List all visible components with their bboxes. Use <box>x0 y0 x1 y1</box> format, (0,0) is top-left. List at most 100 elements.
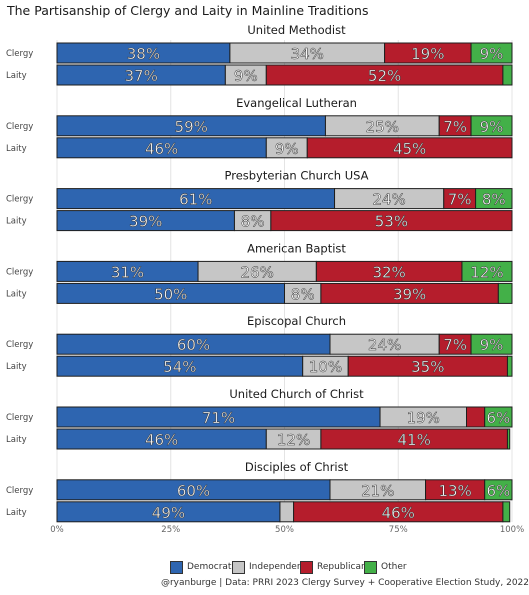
group-title: Episcopal Church <box>247 314 346 328</box>
legend-swatch <box>170 560 183 574</box>
x-tick-label: 50% <box>275 525 294 535</box>
data-label: 9% <box>480 45 504 63</box>
x-tick-label: 0% <box>50 525 64 535</box>
data-label: 25% <box>366 118 399 136</box>
data-label: 13% <box>438 482 471 500</box>
bar-segment-other <box>484 479 513 501</box>
bar-segment-other <box>475 188 513 210</box>
x-tick-label: 25% <box>161 525 180 535</box>
row-label: Laity <box>6 71 27 81</box>
legend-swatch <box>232 560 245 574</box>
data-label: 32% <box>372 263 405 281</box>
data-label: 39% <box>393 285 426 303</box>
bar-segment-independent <box>279 501 295 523</box>
bar-segment-other <box>506 428 511 450</box>
data-label: 9% <box>234 67 258 85</box>
data-label: 24% <box>368 336 401 354</box>
legend-item-democrat: Democrat <box>170 560 231 574</box>
data-label: 41% <box>398 431 431 449</box>
group-title: Evangelical Lutheran <box>236 96 357 110</box>
legend-label: Democrat <box>187 562 232 572</box>
data-label: 60% <box>177 482 210 500</box>
legend-swatch <box>300 560 313 574</box>
bar-segment-republican <box>306 137 513 159</box>
data-label: 8% <box>482 191 506 209</box>
data-label: 19% <box>411 45 444 63</box>
data-label: 21% <box>361 482 394 500</box>
data-label: 53% <box>375 213 408 231</box>
data-label: 49% <box>152 504 185 522</box>
data-label: 35% <box>411 358 444 376</box>
data-label: 50% <box>154 285 187 303</box>
bar-segment-other <box>497 282 513 304</box>
x-tick-label: 100% <box>500 525 524 535</box>
legend-item-republican: Republican <box>300 560 367 574</box>
row-label: Laity <box>6 144 27 154</box>
data-label: 46% <box>145 140 178 158</box>
row-label: Clergy <box>6 486 33 496</box>
legend: Democrat Independent Republican Other <box>0 560 529 574</box>
data-label: 7% <box>448 191 472 209</box>
data-label: 34% <box>291 45 324 63</box>
data-label: 37% <box>125 67 158 85</box>
data-label: 9% <box>480 118 504 136</box>
bar-segment-republican <box>466 406 486 428</box>
data-label: 46% <box>145 431 178 449</box>
data-label: 26% <box>241 263 274 281</box>
row-label: Laity <box>6 435 27 445</box>
row-label: Laity <box>6 362 27 372</box>
data-label: 52% <box>368 67 401 85</box>
data-label: 6% <box>486 482 510 500</box>
data-label: 12% <box>470 263 503 281</box>
data-label: 7% <box>443 336 467 354</box>
data-label: 6% <box>486 409 510 427</box>
legend-item-independent: Independent <box>232 560 306 574</box>
data-label: 19% <box>407 409 440 427</box>
data-label: 31% <box>111 263 144 281</box>
row-label: Clergy <box>6 49 33 59</box>
legend-label: Independent <box>249 562 307 572</box>
bar-segment-other <box>470 333 513 355</box>
data-label: 8% <box>241 213 265 231</box>
data-label: 24% <box>372 191 405 209</box>
bar-segment-other <box>502 64 513 86</box>
row-label: Clergy <box>6 340 33 350</box>
legend-label: Republican <box>317 562 367 572</box>
bar-segment-other <box>470 115 513 137</box>
legend-label: Other <box>381 562 407 572</box>
bar-segment-republican <box>270 210 513 232</box>
data-label: 38% <box>127 45 160 63</box>
data-label: 60% <box>177 336 210 354</box>
bar-segment-other <box>470 42 513 64</box>
group-title: American Baptist <box>247 241 346 255</box>
row-label: Clergy <box>6 413 33 423</box>
bar-segment-other <box>502 501 511 523</box>
row-label: Clergy <box>6 195 33 205</box>
stacked-bar-chart: 0% 25% 50% 75% 100% United Methodist Clergy 38%… <box>6 23 524 535</box>
row-label: Laity <box>6 217 27 227</box>
data-label: 12% <box>277 431 310 449</box>
data-label: 9% <box>275 140 299 158</box>
legend-item-other: Other <box>364 560 407 574</box>
data-label: 59% <box>175 118 208 136</box>
x-tick-label: 75% <box>389 525 408 535</box>
data-label: 45% <box>393 140 426 158</box>
bar-segment-other <box>461 260 513 282</box>
bar-segment-other <box>484 406 513 428</box>
group-title: United Church of Christ <box>229 387 364 401</box>
row-label: Clergy <box>6 267 33 277</box>
data-label: 46% <box>382 504 415 522</box>
data-label: 7% <box>443 118 467 136</box>
source-credit: @ryanburge | Data: PRRI 2023 Clergy Surv… <box>160 578 529 588</box>
row-label: Laity <box>6 508 27 518</box>
data-label: 8% <box>291 285 315 303</box>
row-label: Laity <box>6 289 27 299</box>
group-title: United Methodist <box>247 23 346 37</box>
data-label: 54% <box>163 358 196 376</box>
data-label: 10% <box>309 358 342 376</box>
group-title: Presbyterian Church USA <box>224 169 368 183</box>
data-label: 39% <box>129 213 162 231</box>
data-label: 9% <box>480 336 504 354</box>
chart-title: The Partisanship of Clergy and Laity in … <box>7 3 369 18</box>
data-label: 71% <box>202 409 235 427</box>
